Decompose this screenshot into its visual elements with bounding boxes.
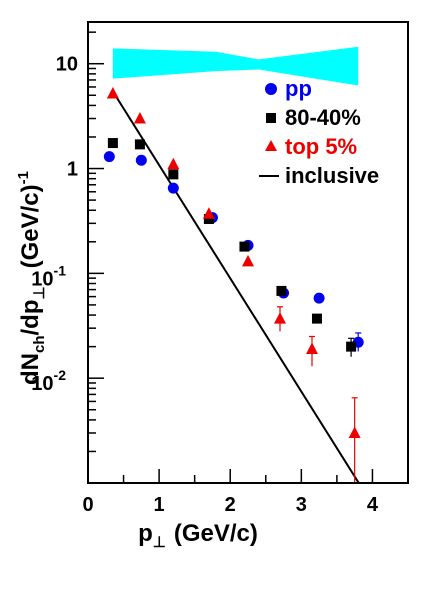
series-top-5-point-4 bbox=[242, 254, 254, 267]
uncertainty-band bbox=[112, 46, 359, 86]
series-80-40-point-0 bbox=[107, 138, 118, 149]
series-top-5-point-7 bbox=[348, 426, 361, 438]
legend-marker-80-40 bbox=[266, 113, 276, 123]
series-80-40-point-3 bbox=[203, 214, 214, 225]
x-tick-label-4: 4 bbox=[367, 494, 379, 516]
error-bar-layer bbox=[277, 306, 362, 483]
x-tick-label-3: 3 bbox=[296, 494, 307, 516]
tick-layer bbox=[87, 31, 409, 484]
y-axis-title-sub2: ⊥ bbox=[31, 286, 48, 299]
y-axis-title: dNch/dp⊥ (GeV/c)-1 bbox=[15, 171, 48, 385]
legend-marker-pp bbox=[265, 83, 277, 95]
x-tick-label-0: 0 bbox=[82, 494, 93, 516]
inclusive-curve-layer bbox=[115, 96, 360, 483]
y-tick-label-10: 10 bbox=[56, 54, 78, 76]
series-80-40-point-7 bbox=[346, 341, 357, 352]
legend-label-inclusive: inclusive bbox=[285, 163, 379, 188]
x-tick-label-2: 2 bbox=[225, 494, 236, 516]
series-top-5-point-3 bbox=[202, 207, 215, 219]
y-tick-label-exponent: -1 bbox=[54, 262, 67, 278]
y-tick-label-base: 10 bbox=[31, 268, 53, 290]
legend: pp 80-40% top 5% inclusive bbox=[259, 76, 379, 188]
legend-label-80-40: 80-40% bbox=[285, 105, 361, 130]
series-80-40-point-1 bbox=[134, 139, 145, 150]
y-tick-label-base: 10 bbox=[31, 373, 53, 395]
legend-label-pp: pp bbox=[285, 76, 312, 101]
x-tick-label-1: 1 bbox=[154, 494, 165, 516]
series-top-5-point-6 bbox=[306, 342, 318, 354]
y-axis-title-mid: /dp bbox=[17, 299, 44, 335]
series-pp-point-1 bbox=[135, 154, 147, 166]
legend-marker-top-5 bbox=[265, 140, 277, 151]
marker-layer bbox=[103, 86, 364, 438]
series-80-40-point-4 bbox=[239, 241, 250, 252]
uncertainty-band-layer bbox=[112, 46, 359, 86]
series-pp-point-0 bbox=[103, 151, 115, 163]
series-80-40-point-5 bbox=[276, 285, 287, 296]
series-inclusive-curve bbox=[115, 96, 360, 483]
y-tick-label-10e-2: 10-2 bbox=[31, 367, 66, 395]
x-axis-title: p⊥ (GeV/c) bbox=[138, 520, 258, 551]
legend-label-top-5: top 5% bbox=[285, 134, 357, 159]
series-top-5-point-2 bbox=[167, 157, 180, 170]
y-axis-title-unit-sup: -1 bbox=[15, 171, 32, 184]
series-80-40-point-6 bbox=[311, 313, 322, 324]
series-pp-point-6 bbox=[313, 292, 325, 304]
series-pp-point-2 bbox=[167, 182, 179, 194]
series-top-5-point-5 bbox=[274, 312, 286, 324]
y-axis-title-unit: (GeV/c) bbox=[17, 184, 44, 268]
plot-frame bbox=[87, 21, 409, 484]
y-axis-title-main: dN bbox=[17, 353, 44, 385]
y-tick-label-1: 1 bbox=[67, 159, 78, 181]
x-axis-title-main: p bbox=[138, 520, 153, 547]
y-axis-title-sub1: ch bbox=[31, 335, 48, 353]
series-top-5-point-1 bbox=[133, 112, 146, 124]
x-axis-title-unit: (GeV/c) bbox=[174, 520, 258, 547]
series-80-40-point-2 bbox=[168, 169, 179, 180]
y-tick-label-10e-1: 10-1 bbox=[31, 262, 66, 290]
series-top-5-point-0 bbox=[106, 86, 119, 99]
y-tick-label-exponent: -2 bbox=[54, 367, 67, 383]
x-axis-title-sub: ⊥ bbox=[153, 534, 166, 551]
